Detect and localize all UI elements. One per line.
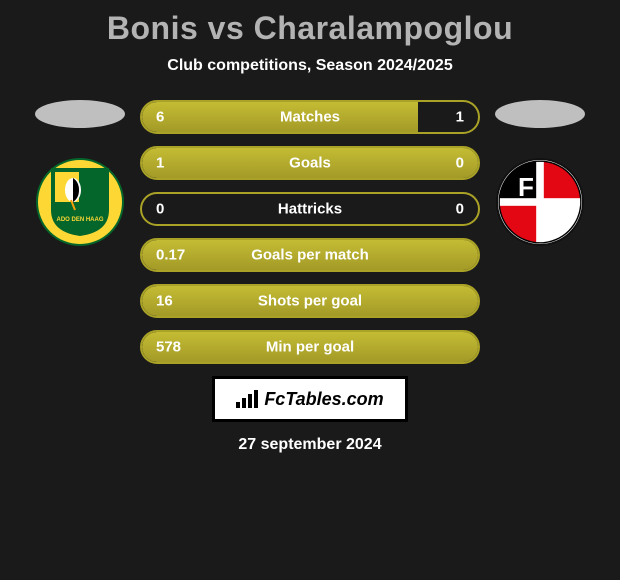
stat-left-value: 0 bbox=[156, 201, 164, 218]
stat-left-value: 6 bbox=[156, 109, 164, 126]
stat-label: Hattricks bbox=[278, 201, 342, 218]
stat-left-value: 16 bbox=[156, 293, 173, 310]
stat-bar-hattricks: 0 Hattricks 0 bbox=[140, 192, 480, 226]
stat-right-value: 0 bbox=[456, 201, 464, 218]
stat-label: Matches bbox=[280, 109, 340, 126]
stat-bar-shots-per-goal: 16 Shots per goal bbox=[140, 284, 480, 318]
right-club-logo: F C bbox=[496, 158, 584, 246]
left-club-logo: ADO DEN HAAG bbox=[36, 158, 124, 246]
svg-text:ADO DEN HAAG: ADO DEN HAAG bbox=[56, 217, 103, 223]
comparison-card: Bonis vs Charalampoglou Club competition… bbox=[0, 0, 620, 580]
logo-letter-c: C bbox=[545, 201, 564, 232]
main-area: ADO DEN HAAG 6 Matches 1 1 Goals 0 0 Hat… bbox=[0, 100, 620, 364]
ado-den-haag-shield-icon: ADO DEN HAAG bbox=[49, 166, 111, 238]
brand-badge: FcTables.com bbox=[212, 376, 408, 422]
date-text: 27 september 2024 bbox=[238, 436, 381, 454]
stat-label: Goals per match bbox=[251, 247, 369, 264]
logo-letter-f: F bbox=[518, 172, 534, 203]
stat-right-value: 1 bbox=[456, 109, 464, 126]
stat-bars: 6 Matches 1 1 Goals 0 0 Hattricks 0 0.17… bbox=[140, 100, 480, 364]
fctables-bars-icon bbox=[236, 390, 258, 408]
fc-utrecht-logo-icon bbox=[498, 158, 582, 246]
stat-bar-min-per-goal: 578 Min per goal bbox=[140, 330, 480, 364]
subtitle: Club competitions, Season 2024/2025 bbox=[167, 57, 452, 75]
stat-bar-matches: 6 Matches 1 bbox=[140, 100, 480, 134]
stat-bar-goals-per-match: 0.17 Goals per match bbox=[140, 238, 480, 272]
stat-label: Shots per goal bbox=[258, 293, 362, 310]
left-side: ADO DEN HAAG bbox=[30, 100, 130, 246]
player-photo-placeholder-left bbox=[35, 100, 125, 128]
stat-label: Min per goal bbox=[266, 339, 354, 356]
stat-left-value: 1 bbox=[156, 155, 164, 172]
stat-left-value: 578 bbox=[156, 339, 181, 356]
stat-label: Goals bbox=[289, 155, 331, 172]
player-photo-placeholder-right bbox=[495, 100, 585, 128]
brand-text: FcTables.com bbox=[264, 389, 383, 410]
stat-left-value: 0.17 bbox=[156, 247, 185, 264]
right-side: F C bbox=[490, 100, 590, 246]
stat-bar-goals: 1 Goals 0 bbox=[140, 146, 480, 180]
page-title: Bonis vs Charalampoglou bbox=[107, 10, 513, 47]
stat-right-value: 0 bbox=[456, 155, 464, 172]
